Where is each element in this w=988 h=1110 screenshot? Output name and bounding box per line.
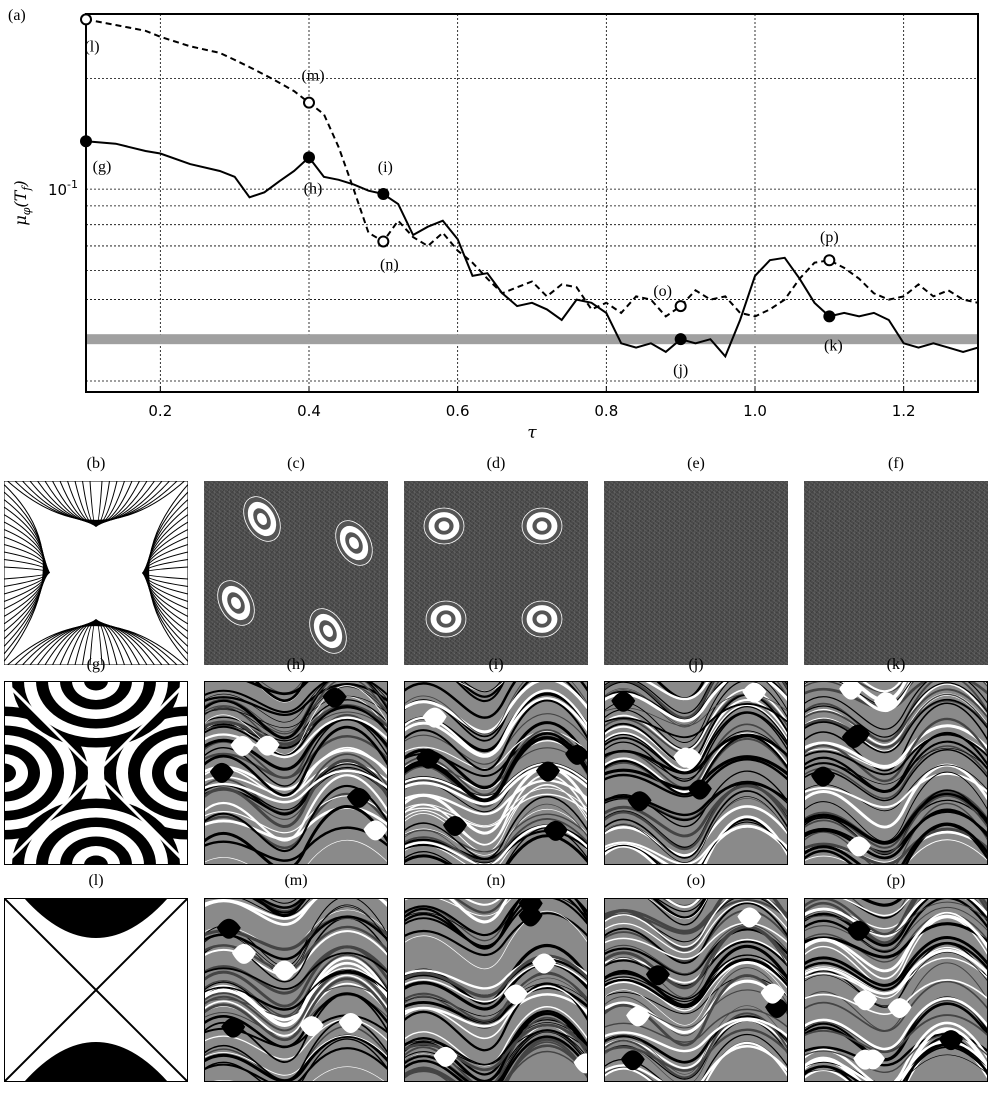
panel-image-e [604, 481, 788, 665]
panel-label: (m) [284, 872, 308, 889]
marker-label: (i) [378, 159, 393, 176]
panel-label: (k) [886, 656, 906, 673]
series-line-solid [85, 140, 979, 359]
x-axis-label: τ [527, 423, 537, 440]
panel-label: (i) [488, 656, 504, 673]
panel-label: (g) [86, 656, 106, 673]
reference-band [86, 334, 978, 345]
panel-image-h [204, 681, 388, 865]
marker-label: (m) [301, 68, 324, 85]
panel-image-g [4, 681, 188, 865]
panel-image-d [404, 481, 588, 665]
panel-image-i [404, 681, 588, 865]
marker-p [823, 254, 836, 267]
marker-g [80, 135, 92, 148]
main-chart: 0.2 0.4 0.6 0.8 1.0 1.2 10-1 τ μφ(Tf) (a) (g) (h) (i… [8, 7, 979, 440]
chart-panel-label: (a) [8, 7, 26, 24]
marker-label: (k) [824, 337, 843, 354]
x-tick-label: 1.0 [743, 402, 767, 420]
panel-label: (b) [86, 455, 106, 472]
panel-image-f [804, 481, 988, 665]
panel-label: (f) [888, 455, 904, 472]
marker-label: (j) [673, 362, 688, 379]
marker-label: (h) [304, 180, 323, 197]
panel-label: (j) [688, 656, 704, 673]
marker-label: (l) [84, 38, 99, 55]
marker-label: (n) [380, 256, 399, 273]
y-tick-label: 10-1 [48, 178, 78, 199]
marker-n [377, 235, 390, 248]
marker-h [303, 151, 315, 164]
marker-label: (p) [820, 229, 839, 246]
series-line-dashed [85, 18, 979, 318]
panel-image-l [4, 898, 188, 1082]
x-tick-label: 1.2 [892, 402, 916, 420]
marker-i [377, 187, 390, 200]
marker-l [80, 13, 92, 26]
panel-label: (e) [687, 455, 705, 472]
panel-label: (n) [486, 872, 506, 889]
panel-image-c [204, 481, 388, 665]
marker-m [303, 96, 315, 109]
x-tick-label: 0.2 [148, 402, 172, 420]
panel-image-m [204, 898, 388, 1082]
marker-o [674, 300, 687, 313]
y-axis-label: μφ(Tf) [11, 180, 33, 225]
plot-frame [85, 13, 979, 393]
marker-j [674, 333, 687, 346]
panel-label: (d) [486, 455, 506, 472]
panel-label: (h) [286, 656, 306, 673]
panel-label: (o) [686, 872, 706, 889]
panel-image-j [604, 681, 788, 865]
panel-label: (l) [88, 872, 104, 889]
panel-image-k [804, 681, 988, 865]
marker-k [823, 310, 836, 323]
x-tick-label: 0.8 [594, 402, 618, 420]
panel-label: (p) [886, 872, 906, 889]
panel-image-p [804, 898, 988, 1082]
marker-label: (g) [93, 158, 112, 175]
panel-image-n [404, 898, 588, 1082]
x-tick-label: 0.4 [297, 402, 321, 420]
panel-label: (c) [287, 455, 305, 472]
panel-image-o [604, 898, 788, 1082]
marker-label: (o) [653, 283, 672, 300]
panel-image-b [4, 481, 188, 665]
x-tick-label: 0.6 [446, 402, 470, 420]
